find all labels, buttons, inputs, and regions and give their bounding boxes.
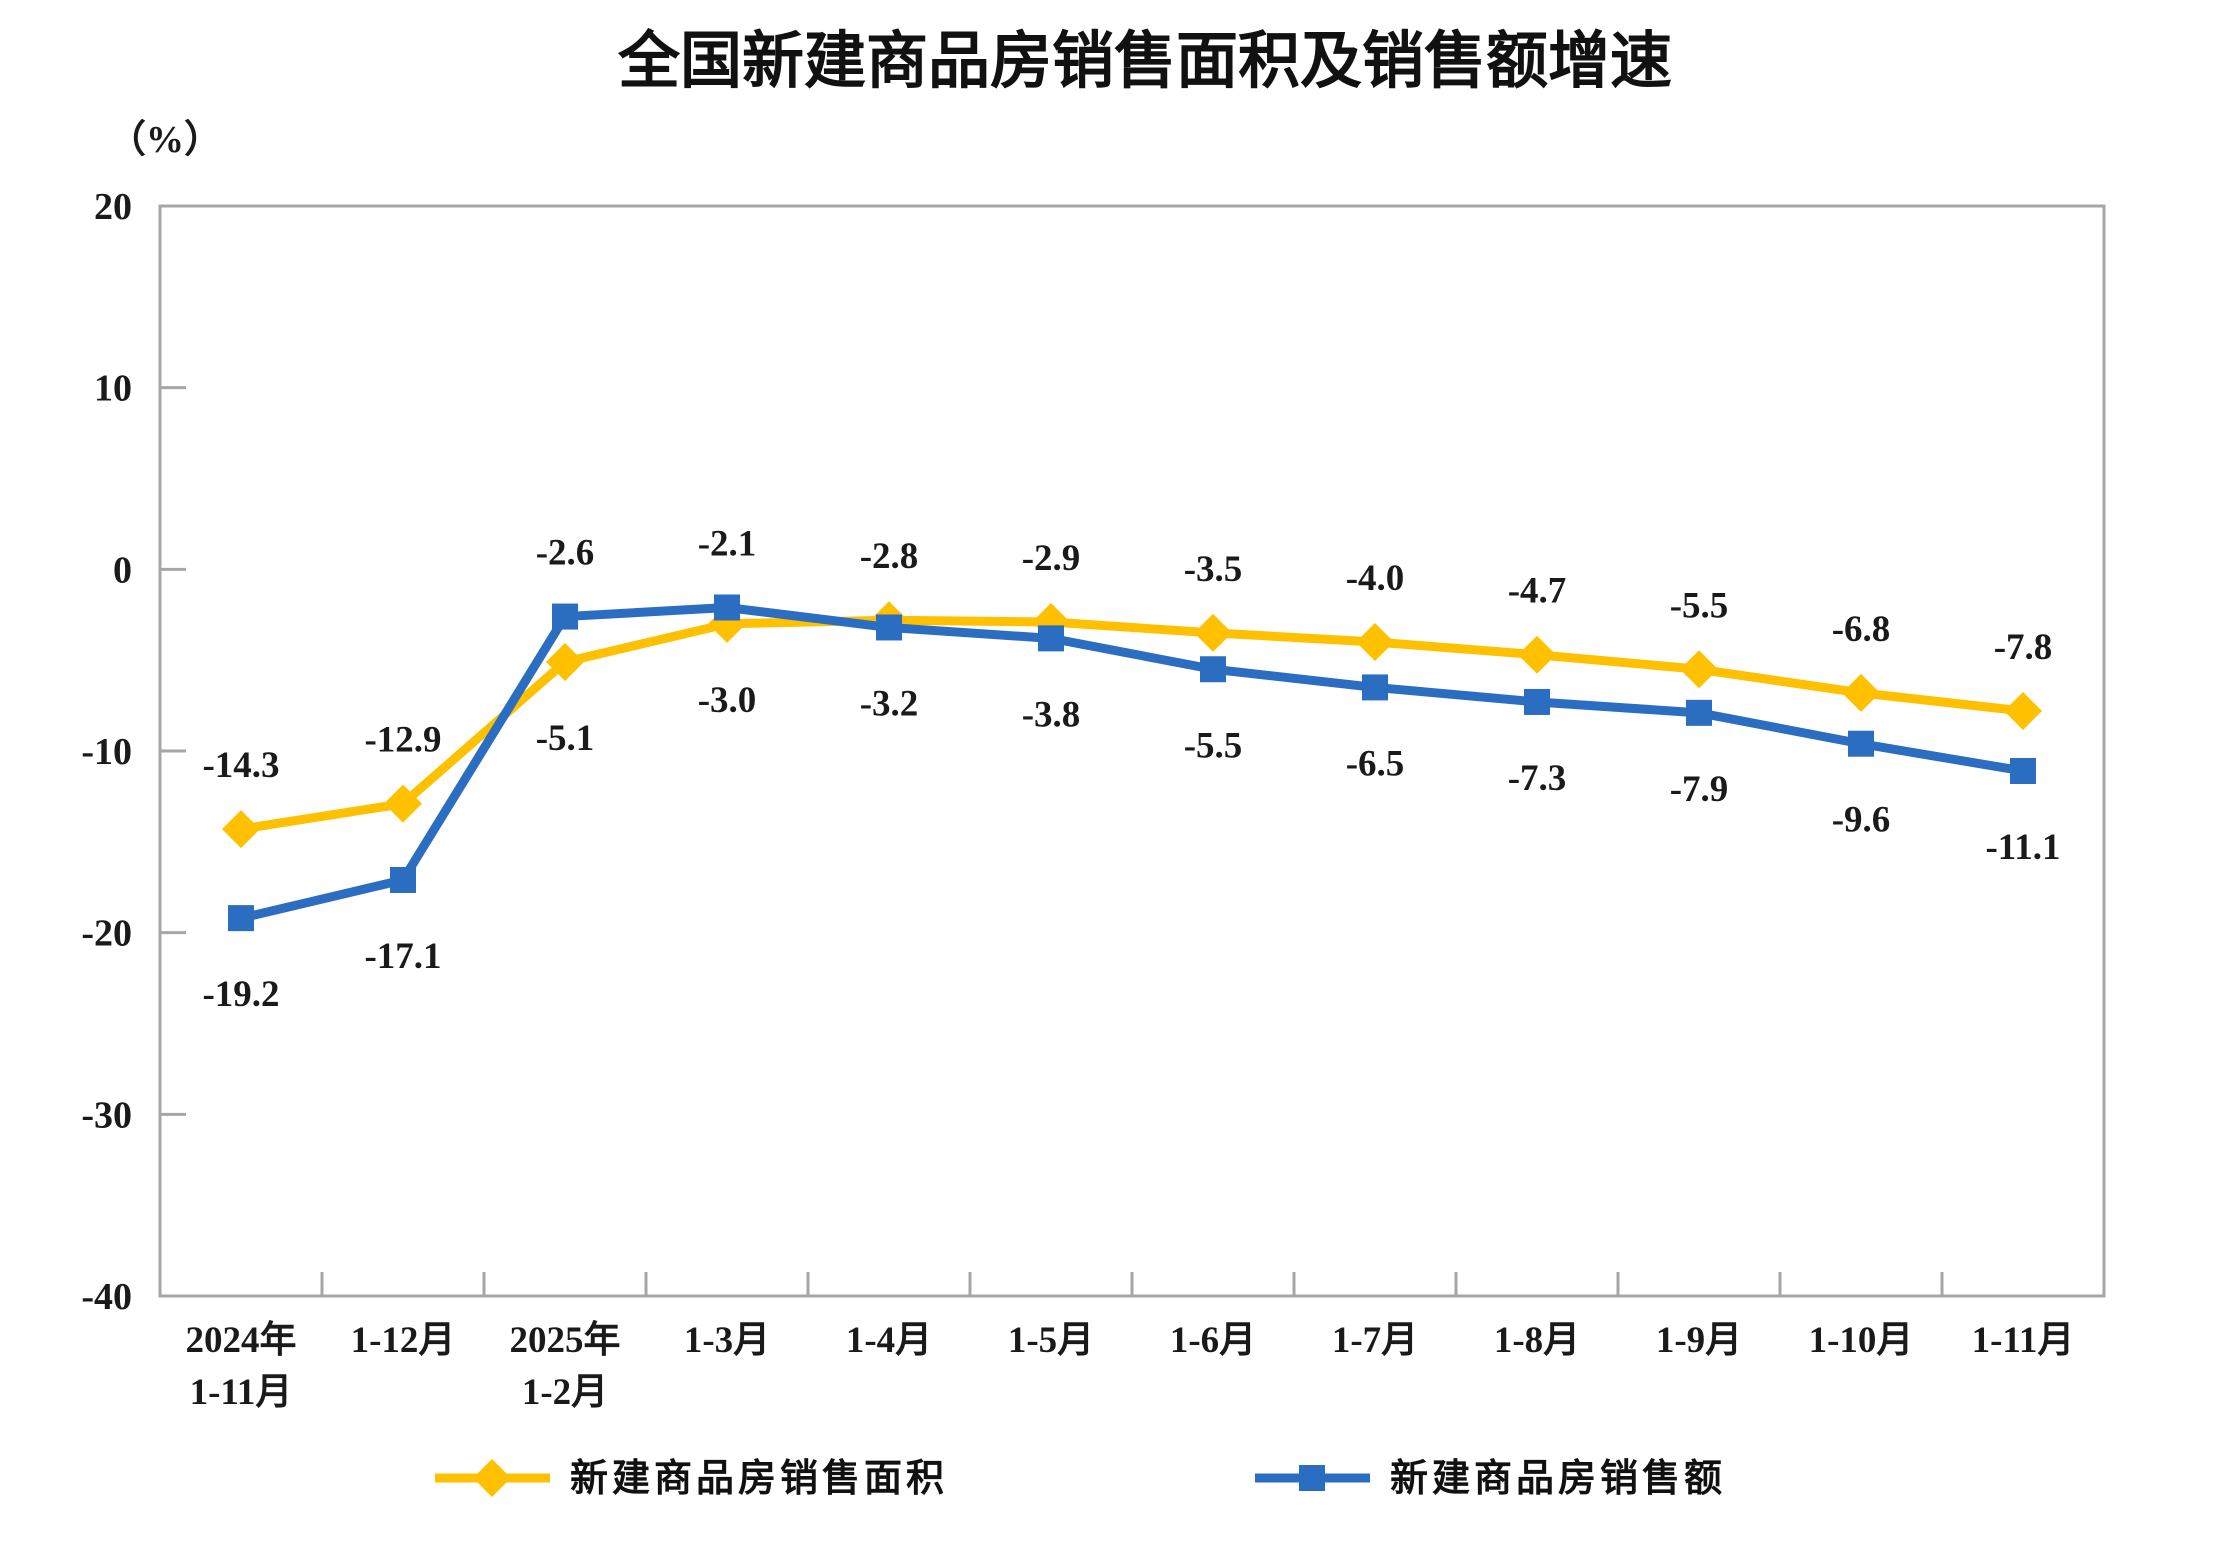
- diamond-marker: [222, 810, 260, 849]
- square-marker: [1038, 625, 1064, 652]
- legend-label: 新建商品房销售额: [1390, 1458, 1726, 1500]
- data-label: -2.8: [860, 536, 919, 577]
- data-label: -3.5: [1184, 549, 1243, 590]
- data-label: -3.8: [1022, 694, 1081, 735]
- data-label: -6.5: [1346, 743, 1405, 784]
- y-tick-label: -20: [81, 913, 132, 955]
- y-tick-label: 10: [94, 368, 132, 410]
- x-axis-label: 1-11月: [1972, 1320, 2075, 1361]
- data-label: -2.9: [1022, 538, 1081, 579]
- square-marker: [876, 614, 902, 641]
- x-axis-label: 1-3月: [684, 1320, 770, 1361]
- x-axis-label: 1-12月: [351, 1320, 456, 1361]
- diamond-marker: [546, 642, 584, 681]
- chart-legend: 新建商品房销售面积 新建商品房销售额: [435, 1458, 1726, 1500]
- x-axis-label: 1-5月: [1008, 1320, 1094, 1361]
- square-marker: [2010, 757, 2036, 784]
- x-axis-label: 1-9月: [1656, 1320, 1742, 1361]
- diamond-marker: [2004, 692, 2042, 731]
- data-label: -7.3: [1508, 758, 1567, 799]
- square-marker: [714, 594, 740, 621]
- chart-title: 全国新建商品房销售面积及销售额增速: [617, 27, 1672, 96]
- data-label: -17.1: [364, 936, 441, 977]
- square-marker: [390, 866, 416, 893]
- diamond-marker: [384, 784, 422, 823]
- diamond-marker: [1518, 635, 1556, 674]
- y-tick-label: -30: [81, 1094, 132, 1136]
- plot-border: [158, 204, 2106, 1298]
- x-axis-label: 1-11月: [190, 1372, 293, 1413]
- data-label: -2.1: [698, 523, 757, 564]
- x-axis-label: 1-4月: [846, 1320, 932, 1361]
- data-label: -2.6: [536, 533, 595, 574]
- x-axis-label: 1-2月: [522, 1372, 608, 1413]
- series-line-0: [236, 615, 2028, 834]
- data-label: -3.2: [860, 683, 919, 724]
- data-label: -11.1: [1985, 827, 2060, 868]
- data-label: -7.9: [1670, 769, 1729, 810]
- plot-area: 20 10 0 -10 -20 -30 -40 2024年 1-11月 1-12月 2025年 1-2…: [81, 186, 2106, 1413]
- data-label: -5.5: [1670, 585, 1729, 626]
- x-axis-label: 2024年: [186, 1319, 297, 1361]
- data-label: -12.9: [364, 720, 441, 761]
- diamond-marker: [1680, 650, 1718, 689]
- data-label: -3.0: [698, 680, 757, 721]
- square-marker: [1362, 674, 1388, 701]
- data-label: -7.8: [1994, 627, 2053, 668]
- x-axis-label: 1-10月: [1809, 1320, 1914, 1361]
- diamond-marker: [1194, 613, 1232, 652]
- y-tick-label: 20: [94, 186, 132, 228]
- data-label: -19.2: [202, 974, 279, 1015]
- legend-square-marker: [1299, 1465, 1325, 1491]
- diamond-marker: [1356, 623, 1394, 661]
- y-axis-unit-label: （%）: [108, 119, 222, 161]
- square-marker: [1848, 730, 1874, 757]
- data-label: -9.6: [1832, 800, 1891, 841]
- square-marker: [552, 603, 578, 630]
- y-tick-label: 0: [113, 549, 132, 591]
- data-label: -5.1: [536, 718, 595, 759]
- data-label: -4.0: [1346, 558, 1405, 599]
- x-axis-label: 1-8月: [1494, 1320, 1580, 1361]
- y-tick-label: -10: [81, 731, 132, 773]
- data-label: -5.5: [1184, 725, 1243, 766]
- data-label: -4.7: [1508, 571, 1567, 612]
- data-label: -6.8: [1832, 609, 1891, 650]
- series-line-1: [236, 602, 2028, 923]
- y-tick-label: -40: [81, 1276, 132, 1318]
- square-marker: [1686, 699, 1712, 726]
- x-axis-label: 2025年: [510, 1319, 621, 1361]
- legend-diamond-marker: [473, 1459, 511, 1497]
- square-marker: [1200, 656, 1226, 683]
- legend-label: 新建商品房销售面积: [570, 1458, 948, 1500]
- square-marker: [1524, 688, 1550, 715]
- x-axis-label: 1-7月: [1332, 1320, 1418, 1361]
- x-axis-label: 1-6月: [1170, 1320, 1256, 1361]
- square-marker: [228, 905, 254, 932]
- diamond-marker: [1842, 673, 1880, 712]
- data-label: -14.3: [202, 745, 279, 786]
